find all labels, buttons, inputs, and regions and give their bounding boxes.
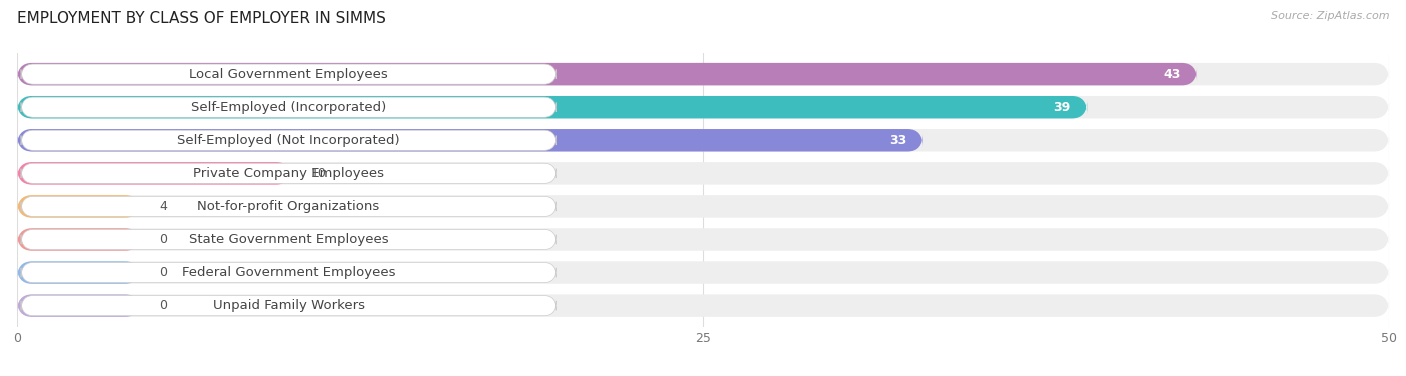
FancyBboxPatch shape (21, 196, 557, 217)
Text: 39: 39 (1053, 101, 1071, 114)
Text: 0: 0 (160, 233, 167, 246)
FancyBboxPatch shape (17, 129, 922, 152)
Text: Federal Government Employees: Federal Government Employees (181, 266, 395, 279)
FancyBboxPatch shape (17, 294, 1389, 317)
FancyBboxPatch shape (17, 162, 1389, 185)
Text: 0: 0 (160, 299, 167, 312)
Text: 43: 43 (1163, 68, 1181, 80)
FancyBboxPatch shape (17, 129, 1389, 152)
Text: Private Company Employees: Private Company Employees (193, 167, 384, 180)
Text: Not-for-profit Organizations: Not-for-profit Organizations (197, 200, 380, 213)
FancyBboxPatch shape (17, 294, 141, 317)
Text: State Government Employees: State Government Employees (188, 233, 388, 246)
Text: Local Government Employees: Local Government Employees (190, 68, 388, 80)
FancyBboxPatch shape (17, 195, 141, 218)
FancyBboxPatch shape (17, 228, 141, 251)
FancyBboxPatch shape (21, 296, 557, 316)
Text: Unpaid Family Workers: Unpaid Family Workers (212, 299, 364, 312)
Text: 4: 4 (160, 200, 167, 213)
FancyBboxPatch shape (21, 130, 557, 150)
FancyBboxPatch shape (17, 261, 141, 284)
FancyBboxPatch shape (17, 228, 1389, 251)
FancyBboxPatch shape (17, 96, 1389, 118)
FancyBboxPatch shape (17, 162, 291, 185)
FancyBboxPatch shape (21, 229, 557, 250)
Text: 0: 0 (160, 266, 167, 279)
Text: Self-Employed (Incorporated): Self-Employed (Incorporated) (191, 101, 387, 114)
FancyBboxPatch shape (21, 64, 557, 84)
FancyBboxPatch shape (17, 195, 1389, 218)
FancyBboxPatch shape (17, 96, 1087, 118)
Text: 10: 10 (311, 167, 326, 180)
Text: Self-Employed (Not Incorporated): Self-Employed (Not Incorporated) (177, 134, 399, 147)
FancyBboxPatch shape (21, 163, 557, 183)
FancyBboxPatch shape (17, 63, 1197, 85)
FancyBboxPatch shape (17, 261, 1389, 284)
FancyBboxPatch shape (17, 63, 1389, 85)
FancyBboxPatch shape (21, 262, 557, 283)
Text: EMPLOYMENT BY CLASS OF EMPLOYER IN SIMMS: EMPLOYMENT BY CLASS OF EMPLOYER IN SIMMS (17, 11, 385, 26)
FancyBboxPatch shape (21, 97, 557, 117)
Text: 33: 33 (889, 134, 905, 147)
Text: Source: ZipAtlas.com: Source: ZipAtlas.com (1271, 11, 1389, 21)
